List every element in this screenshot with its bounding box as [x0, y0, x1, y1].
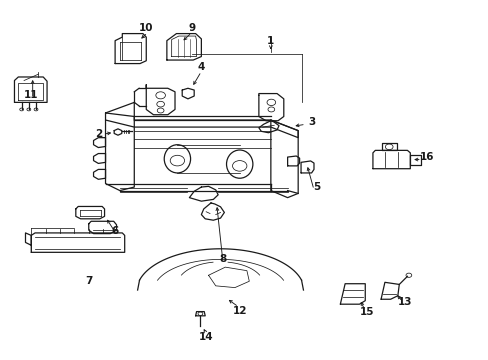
Text: 3: 3 [307, 117, 315, 127]
Text: 7: 7 [85, 275, 92, 285]
Text: 14: 14 [199, 332, 213, 342]
Text: 15: 15 [359, 307, 373, 317]
Text: 8: 8 [219, 255, 226, 264]
Text: 11: 11 [24, 90, 39, 100]
Text: 13: 13 [397, 297, 411, 307]
Text: 10: 10 [139, 23, 153, 33]
Text: 16: 16 [419, 152, 433, 162]
Text: 1: 1 [266, 36, 274, 46]
Text: 5: 5 [312, 182, 319, 192]
Text: 12: 12 [232, 306, 246, 315]
Text: 4: 4 [197, 62, 204, 72]
Text: 6: 6 [111, 226, 119, 236]
Text: 9: 9 [188, 23, 195, 33]
Text: 2: 2 [95, 129, 102, 139]
